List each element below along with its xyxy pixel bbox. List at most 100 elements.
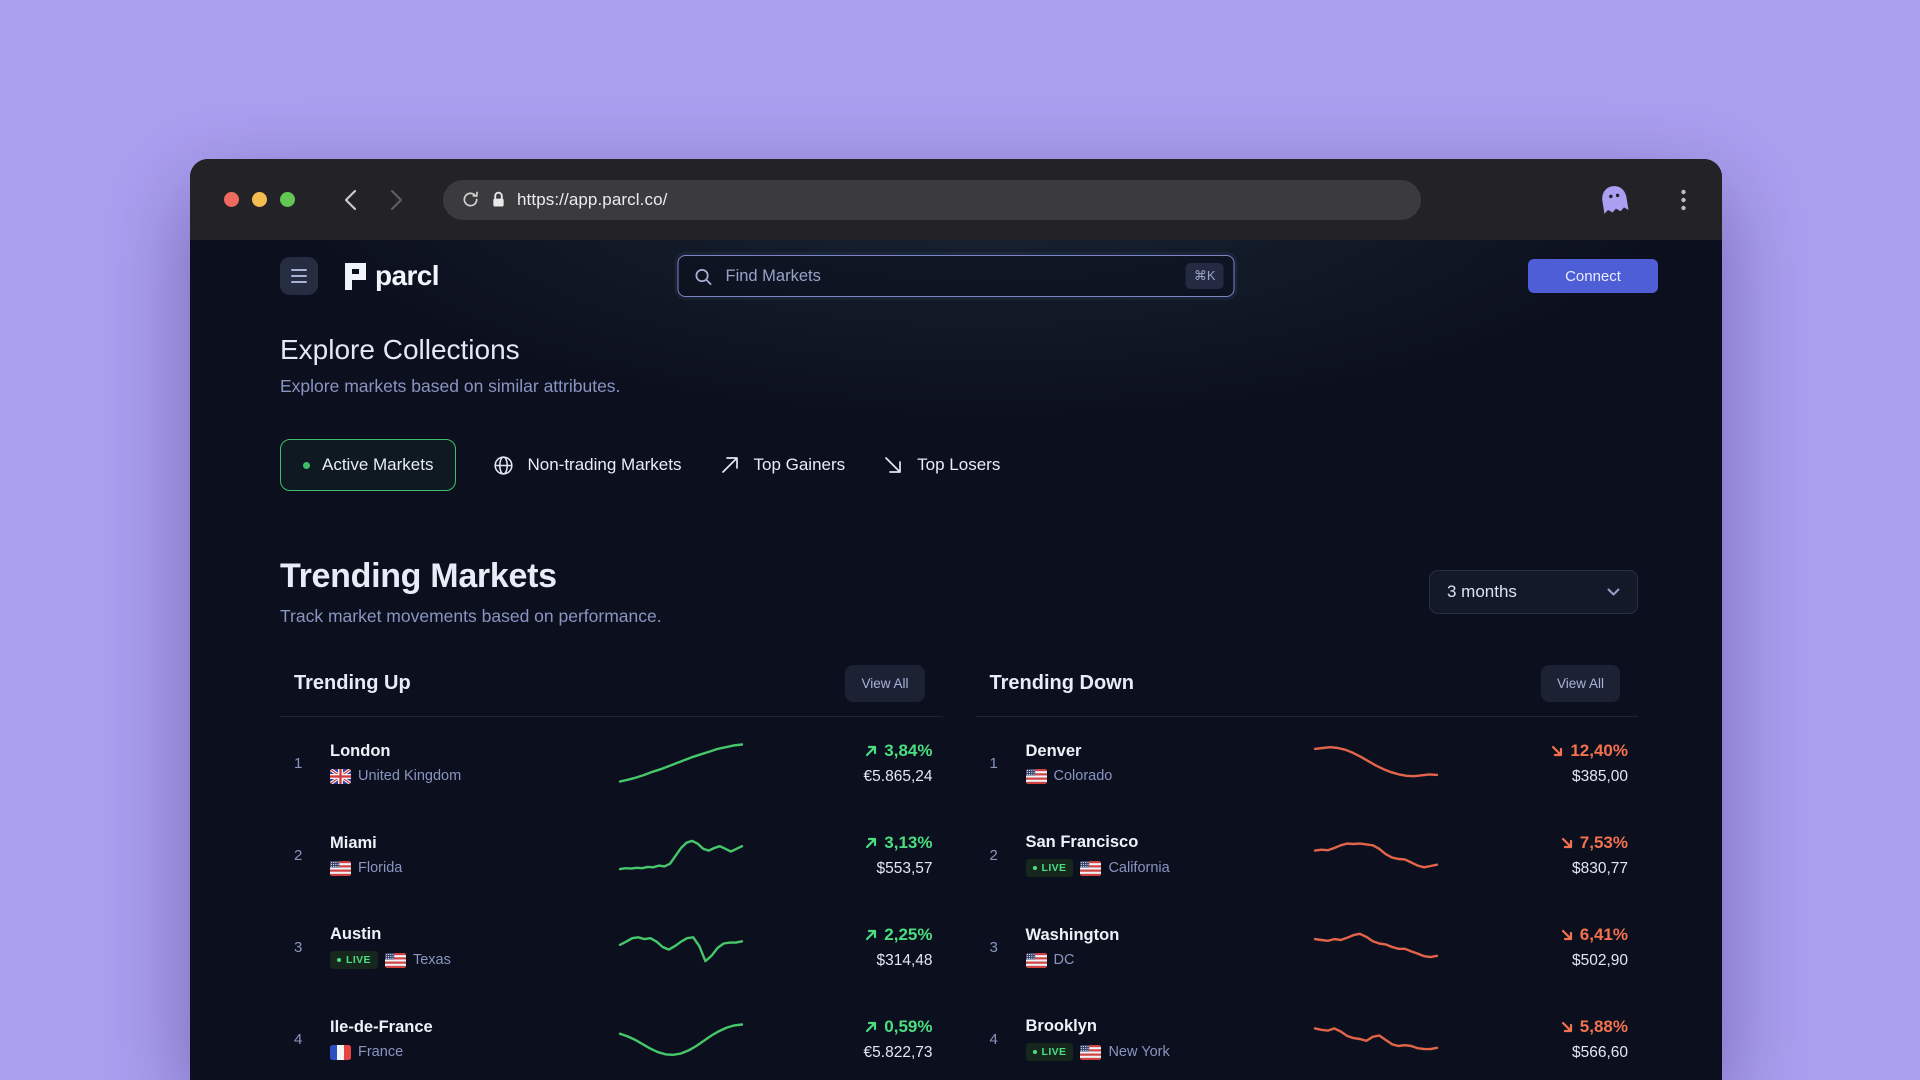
filter-label: Top Gainers [753, 455, 846, 474]
live-badge: LIVE [330, 951, 378, 969]
flag-icon-us [1080, 1044, 1102, 1060]
market-change: 2,25% $314,48 [778, 925, 933, 970]
market-name: San Francisco [1025, 833, 1139, 851]
market-region: Florida [358, 860, 403, 876]
flag-icon-us [1025, 952, 1047, 968]
market-row-brooklyn[interactable]: 4 Brooklyn LIVE New York 5,88% $566,60 [976, 993, 1639, 1080]
trending-markets-titles: Trending Markets Track market movements … [280, 557, 662, 627]
sparkline-chart [1244, 922, 1474, 972]
parcl-app-page: parcl Find Markets ⌘K Connect Explore Co… [190, 240, 1722, 1080]
close-window-button[interactable] [224, 192, 239, 207]
forward-button[interactable] [381, 184, 411, 216]
trending-up-list: 1 London United Kingdom 3,84% €5.865,24 2 Miam… [280, 717, 943, 1080]
timeframe-value: 3 months [1447, 582, 1517, 601]
market-change: 6,41% $502,90 [1473, 925, 1628, 970]
market-row-ile-de-france[interactable]: 4 Ile-de-France France 0,59% €5.822,73 [280, 993, 943, 1080]
site-header: parcl Find Markets ⌘K Connect [190, 240, 1722, 312]
filter-label: Active Markets [322, 455, 434, 474]
trending-up-view-all-button[interactable]: View All [845, 665, 925, 702]
explore-collections-title: Explore Collections [280, 334, 520, 365]
sparkline-chart [1244, 738, 1474, 788]
globe-icon [494, 455, 514, 475]
market-row-miami[interactable]: 2 Miami Florida 3,13% $553,57 [280, 809, 943, 901]
trend-up-arrow-icon [866, 837, 877, 848]
market-subline: LIVE New York [1025, 1043, 1244, 1061]
market-price: $314,48 [876, 951, 933, 969]
market-subline: Florida [330, 860, 548, 876]
live-dot-icon [1032, 866, 1037, 870]
rank-label: 2 [294, 846, 303, 864]
filter-active-markets[interactable]: Active Markets [280, 439, 457, 491]
active-dot-icon [303, 461, 310, 469]
market-name: Miami [330, 834, 377, 852]
flag-icon-fr [330, 1044, 351, 1060]
market-change: 12,40% $385,00 [1473, 741, 1628, 786]
minimize-window-button[interactable] [252, 192, 267, 207]
market-name: Denver [1025, 742, 1082, 760]
market-name: London [330, 742, 391, 760]
filter-non-trading-markets[interactable]: Non-trading Markets [492, 454, 682, 477]
market-name: Washington [1025, 926, 1120, 944]
market-info: London United Kingdom [330, 742, 548, 784]
trending-down-view-all-button[interactable]: View All [1540, 665, 1620, 702]
market-region: California [1108, 860, 1170, 876]
market-row-washington[interactable]: 3 Washington DC 6,41% $502,90 [976, 901, 1639, 993]
trending-up-title: Trending Up [294, 672, 411, 694]
market-info: Ile-de-France France [330, 1018, 548, 1060]
trending-up-column: Trending Up View All 1 London United Kingd… [280, 665, 943, 1080]
reload-icon [463, 191, 478, 207]
rank-label: 4 [294, 1030, 303, 1048]
rank-label: 3 [294, 938, 303, 956]
phantom-wallet-extension-button[interactable] [1598, 184, 1631, 215]
market-row-denver[interactable]: 1 Denver Colorado 12,40% $385,00 [976, 717, 1639, 809]
change-percent: 5,88% [1473, 1017, 1628, 1037]
phantom-ghost-icon [1602, 186, 1629, 214]
filter-top-gainers[interactable]: Top Gainers [718, 453, 846, 477]
connect-wallet-button[interactable]: Connect [1528, 259, 1658, 293]
trend-up-arrow-icon [866, 745, 877, 756]
trend-down-arrow-icon [1561, 1021, 1572, 1032]
market-name: Ile-de-France [330, 1018, 433, 1036]
find-markets-search-input[interactable]: Find Markets ⌘K [677, 255, 1235, 297]
search-placeholder: Find Markets [725, 266, 821, 285]
market-name: Brooklyn [1025, 1017, 1098, 1035]
zoom-window-button[interactable] [280, 192, 295, 207]
change-percent: 2,25% [778, 925, 933, 945]
sparkline-chart [548, 1014, 778, 1064]
back-button[interactable] [335, 184, 365, 216]
hamburger-menu-button[interactable] [280, 257, 318, 295]
trend-down-arrow-icon [1561, 929, 1572, 940]
market-row-london[interactable]: 1 London United Kingdom 3,84% €5.865,24 [280, 717, 943, 809]
market-price: $385,00 [1571, 767, 1628, 785]
market-row-austin[interactable]: 3 Austin LIVE Texas 2,25% $314,48 [280, 901, 943, 993]
market-price: $553,57 [876, 859, 933, 877]
market-region: DC [1053, 952, 1075, 968]
timeframe-dropdown[interactable]: 3 months [1429, 570, 1638, 614]
url-text: https://app.parcl.co/ [517, 189, 668, 209]
market-info: Austin LIVE Texas [330, 925, 548, 969]
sparkline-chart [1244, 1014, 1474, 1064]
browser-menu-button[interactable] [1681, 189, 1686, 211]
trending-down-column: Trending Down View All 1 Denver Colorado 12… [975, 665, 1639, 1080]
market-region: Colorado [1053, 768, 1113, 784]
trending-markets-section: Trending Markets Track market movements … [280, 557, 1638, 1080]
sparkline-chart [548, 738, 778, 788]
flag-icon-us [330, 860, 351, 876]
live-badge: LIVE [1025, 1043, 1074, 1061]
filter-top-losers[interactable]: Top Losers [881, 453, 1000, 477]
market-price: €5.865,24 [863, 767, 933, 785]
market-price: $830,77 [1571, 859, 1628, 877]
search-icon [695, 268, 712, 285]
trending-down-list: 1 Denver Colorado 12,40% $385,00 2 San Francis… [976, 717, 1639, 1080]
market-region: United Kingdom [358, 768, 462, 784]
market-name: Austin [330, 925, 382, 943]
flag-icon-us [384, 952, 406, 968]
parcl-logo[interactable]: parcl [344, 260, 440, 292]
window-controls [224, 192, 295, 207]
address-bar[interactable]: https://app.parcl.co/ [443, 179, 1421, 220]
trending-markets-header: Trending Markets Track market movements … [280, 557, 1638, 627]
market-region: France [358, 1044, 404, 1060]
market-row-san-francisco[interactable]: 2 San Francisco LIVE California 7,53% $830,77 [976, 809, 1639, 901]
divider [975, 716, 1638, 717]
market-region: Texas [412, 952, 451, 968]
